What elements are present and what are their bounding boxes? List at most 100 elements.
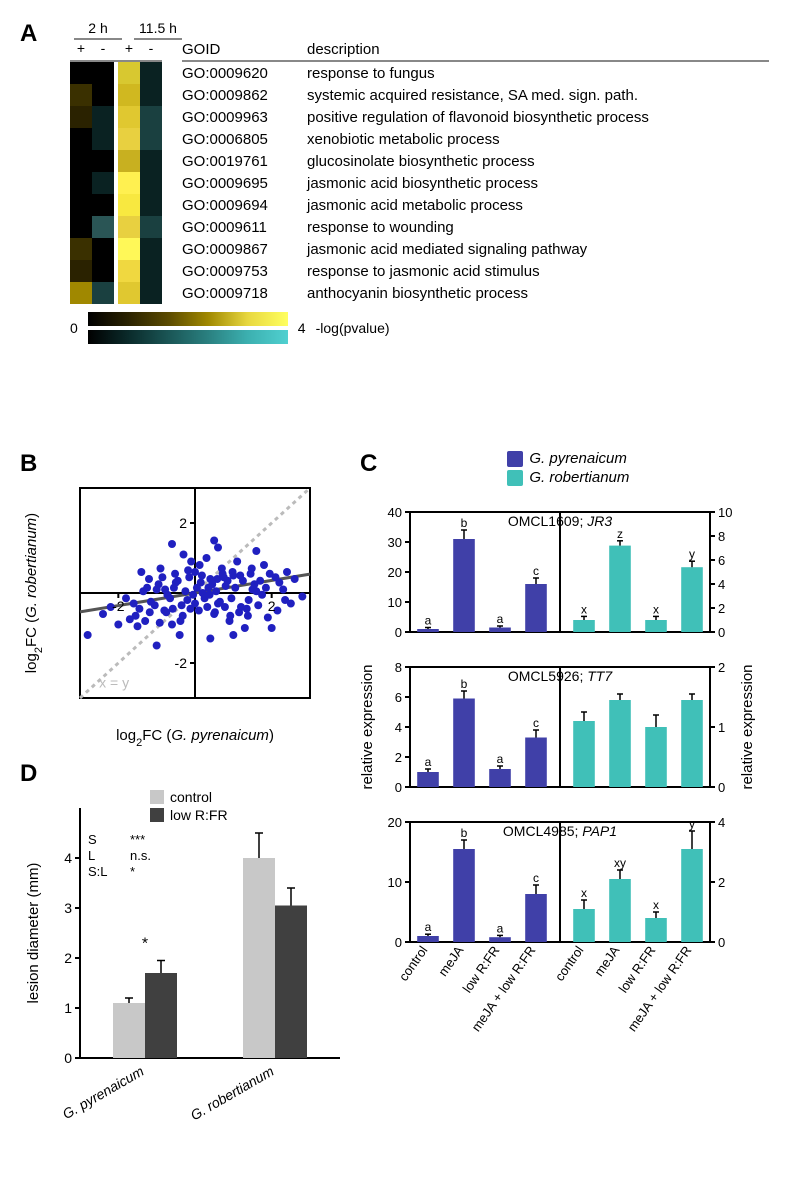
heatmap-cell (118, 150, 140, 172)
heatmap-cell (140, 238, 162, 260)
svg-text:L: L (88, 848, 95, 863)
svg-text:10: 10 (388, 595, 402, 610)
heatmap-cell (140, 106, 162, 128)
svg-text:0: 0 (718, 625, 725, 640)
go-desc: response to jasmonic acid stimulus (307, 263, 540, 280)
svg-text:OMCL4985; PAP1: OMCL4985; PAP1 (503, 823, 617, 839)
go-id: GO:0009694 (182, 197, 287, 214)
svg-text:G. robertianum: G. robertianum (188, 1063, 277, 1124)
heatmap-cell (140, 84, 162, 106)
heatmap-cell (70, 260, 92, 282)
heatmap-cell (140, 128, 162, 150)
svg-text:0: 0 (395, 935, 402, 950)
legend-label: -log(pvalue) (316, 320, 390, 336)
bar-subplot: OMCL5926; TT702468012abacrelative expres… (360, 645, 760, 795)
svg-text:8: 8 (718, 529, 725, 544)
heatmap-cell (92, 128, 114, 150)
heatmap-cell (92, 282, 114, 304)
gradient-teal (88, 330, 288, 344)
legend-species-name: G. pyrenaicum (529, 450, 627, 467)
svg-text:relative expression: relative expression (739, 664, 756, 789)
heatmap-cell (118, 172, 140, 194)
panel-d-label: D (20, 760, 37, 787)
heatmap-cell (70, 194, 92, 216)
heatmap-cell (140, 282, 162, 304)
heatmap-cell (140, 62, 162, 84)
panel-c-label: C (360, 450, 377, 478)
svg-text:c: c (533, 871, 539, 885)
go-id: GO:0009718 (182, 285, 287, 302)
heatmap-cell (92, 238, 114, 260)
heatmap-cell (92, 194, 114, 216)
svg-text:6: 6 (718, 553, 725, 568)
go-row: GO:0009867 jasmonic acid mediated signal… (182, 238, 769, 260)
svg-text:meJA: meJA (591, 943, 623, 979)
go-row: GO:0006805 xenobiotic metabolic process (182, 128, 769, 150)
svg-text:-2: -2 (112, 598, 125, 614)
scatter-plot: -2-222x = ylog2FC (G. pyrenaicum)log2FC … (20, 478, 320, 748)
heatmap-cell (70, 216, 92, 238)
legend-species-name: G. robertianum (529, 469, 629, 486)
heatmap-cell (92, 106, 114, 128)
svg-text:relative expression: relative expression (360, 664, 376, 789)
heatmap-cell (118, 62, 140, 84)
heatmap-columns (70, 60, 162, 304)
legend-swatch (507, 470, 523, 486)
panel-a: A 2 h 11.5 h +-+- GOID description GO:00… (20, 20, 769, 344)
go-row: GO:0019761 glucosinolate biosynthetic pr… (182, 150, 769, 172)
heatmap-cell (70, 62, 92, 84)
go-id: GO:0009867 (182, 241, 287, 258)
go-row: GO:0009718 anthocyanin biosynthetic proc… (182, 282, 769, 304)
svg-text:xy: xy (614, 856, 626, 870)
svg-text:10: 10 (388, 875, 402, 890)
heatmap-cell (70, 150, 92, 172)
svg-text:meJA + low R:FR: meJA + low R:FR (468, 943, 538, 1034)
svg-text:20: 20 (388, 815, 402, 830)
go-desc: xenobiotic metabolic process (307, 131, 500, 148)
svg-text:*: * (142, 936, 148, 953)
go-row: GO:0009611 response to wounding (182, 216, 769, 238)
panel-a-legend: 0 4 -log(pvalue) (70, 312, 769, 344)
svg-text:a: a (425, 755, 432, 769)
panel-a-time-headers: 2 h 11.5 h (70, 20, 769, 36)
pm-header: - (140, 40, 162, 58)
svg-text:4: 4 (395, 720, 402, 735)
svg-text:G. pyrenaicum: G. pyrenaicum (60, 1063, 147, 1123)
heatmap-cell (70, 172, 92, 194)
svg-text:y: y (689, 547, 695, 561)
svg-text:2: 2 (718, 875, 725, 890)
legend-swatch (507, 451, 523, 467)
go-row: GO:0009862 systemic acquired resistance,… (182, 84, 769, 106)
svg-text:40: 40 (388, 505, 402, 520)
svg-text:4: 4 (718, 815, 725, 830)
svg-text:y: y (689, 817, 695, 831)
legend-item: G. pyrenaicum (507, 450, 629, 467)
svg-text:0: 0 (395, 625, 402, 640)
panel-a-label: A (20, 20, 37, 48)
svg-text:2: 2 (268, 598, 276, 614)
svg-text:10: 10 (718, 505, 732, 520)
svg-text:***: *** (130, 832, 145, 847)
panel-b: B -2-222x = ylog2FC (G. pyrenaicum)log2F… (20, 450, 330, 748)
svg-text:b: b (461, 826, 468, 840)
heatmap-cell (70, 282, 92, 304)
go-row: GO:0009694 jasmonic acid metabolic proce… (182, 194, 769, 216)
svg-text:n.s.: n.s. (130, 848, 151, 863)
go-row: GO:0009695 jasmonic acid biosynthetic pr… (182, 172, 769, 194)
panel-d: D controllow R:FR01234S***Ln.s.S:L**G. p… (20, 760, 360, 1173)
svg-text:OMCL5926; TT7: OMCL5926; TT7 (508, 668, 613, 684)
heatmap-cell (118, 238, 140, 260)
barchart-stack: OMCL1609; JR30102030400246810abacxzxyOMC… (360, 490, 780, 1055)
svg-text:x = y: x = y (99, 675, 129, 691)
pm-header: + (118, 40, 140, 58)
go-row: GO:0009620 response to fungus (182, 62, 769, 84)
go-desc: glucosinolate biosynthetic process (307, 153, 535, 170)
svg-text:x: x (653, 602, 659, 616)
heatmap-cell (92, 62, 114, 84)
heatmap-cell (118, 128, 140, 150)
legend-min: 0 (70, 320, 78, 336)
bar-subplot: OMCL1609; JR30102030400246810abacxzxy (360, 490, 760, 640)
go-desc: anthocyanin biosynthetic process (307, 285, 528, 302)
heatmap-cell (118, 282, 140, 304)
svg-text:OMCL1609; JR3: OMCL1609; JR3 (508, 513, 612, 529)
